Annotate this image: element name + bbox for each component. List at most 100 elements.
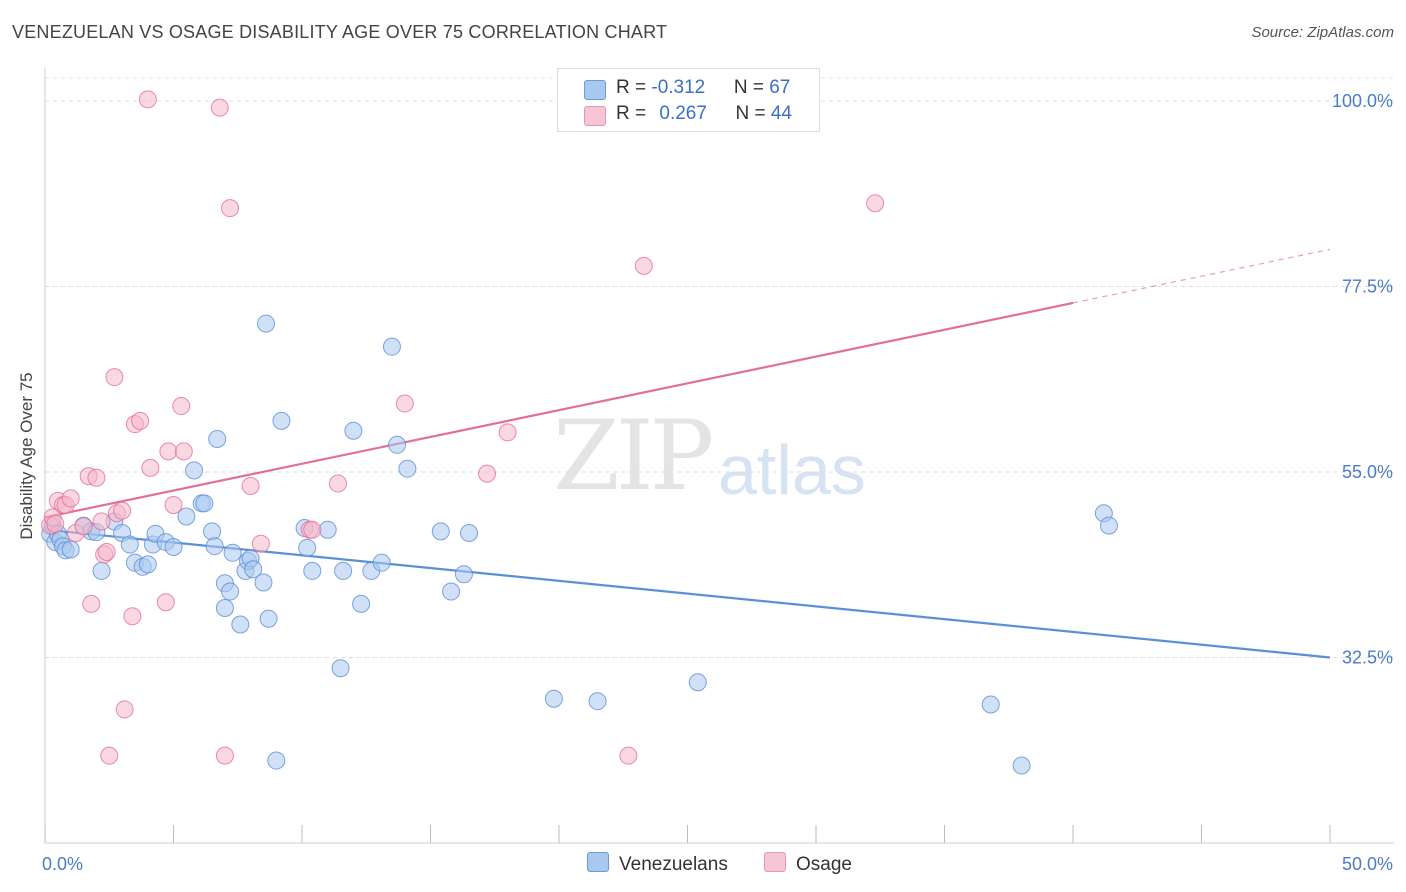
osage-point: [123, 607, 142, 626]
venezuelan-point: [588, 692, 607, 711]
y-tick-label: 77.5%: [1342, 276, 1393, 296]
venezuelan-point: [231, 615, 250, 634]
legend-n-label: N =: [733, 77, 770, 98]
bottom-legend-label: Venezuelans: [619, 854, 728, 875]
osage-point: [138, 90, 157, 109]
osage-point: [215, 746, 234, 765]
venezuelan-point: [61, 540, 80, 559]
osage-point: [634, 256, 653, 275]
osage-point: [395, 394, 414, 413]
legend-r-label: R =: [616, 103, 652, 124]
venezuelan-point: [398, 459, 417, 478]
venezuelan-point: [431, 522, 450, 541]
venezuelan-point: [454, 565, 473, 584]
correlation-legend: R = -0.312 N = 67 R = 0.267 N = 44: [557, 68, 820, 132]
osage-point: [87, 468, 106, 487]
osage-point: [97, 542, 116, 561]
venezuelan-point: [203, 522, 222, 541]
venezuelan-point: [331, 659, 350, 678]
legend-n-label: N =: [735, 103, 771, 124]
osage-point: [328, 474, 347, 493]
venezuelan-point: [267, 751, 286, 770]
bottom-legend-swatch-osage: [764, 852, 786, 872]
venezuelan-point: [208, 430, 227, 449]
legend-swatch-venezuelans: [584, 80, 606, 100]
osage-point: [498, 423, 517, 442]
bottom-legend-venezuelans: Venezuelans: [587, 852, 728, 876]
y-tick-label: 32.5%: [1342, 647, 1393, 667]
bottom-legend-swatch-venezuelans: [587, 852, 609, 872]
osage-point: [156, 593, 175, 612]
osage-point: [82, 594, 101, 613]
venezuelan-point: [388, 435, 407, 454]
y-axis-label: Disability Age Over 75: [17, 372, 36, 539]
venezuelan-point: [352, 594, 371, 613]
osage-point: [100, 746, 119, 765]
venezuelan-point: [460, 524, 479, 542]
venezuelan-point: [334, 561, 353, 580]
osage-point: [251, 534, 270, 553]
venezuelan-point: [1012, 756, 1031, 775]
bottom-legend-osage: Osage: [764, 852, 852, 876]
venezuelan-point: [195, 494, 214, 513]
venezuelan-point: [185, 461, 204, 480]
bottom-legend-label: Osage: [796, 854, 852, 875]
osage-point: [61, 489, 80, 508]
chart-source: Source: ZipAtlas.com: [1251, 24, 1394, 41]
osage-point: [619, 746, 638, 765]
venezuelan-point: [382, 337, 401, 356]
venezuelan-point: [221, 582, 240, 601]
osage-point: [113, 501, 132, 520]
osage-point: [164, 495, 183, 514]
venezuelan-point: [257, 314, 276, 333]
venezuelan-point: [120, 535, 139, 554]
trend-lines: [44, 248, 1331, 659]
venezuelan-point: [1099, 516, 1118, 535]
venezuelan-point: [544, 689, 563, 708]
legend-r-value: 0.267: [659, 103, 707, 124]
legend-n-value: 44: [770, 103, 792, 124]
x-tick-label: 50.0%: [1342, 854, 1393, 874]
osage-trend-extrapolation: [1072, 248, 1331, 304]
osage-point: [74, 517, 93, 536]
osage-point: [105, 368, 124, 387]
legend-r-value: -0.312: [651, 77, 706, 98]
y-tick-label: 100.0%: [1332, 91, 1393, 111]
venezuelan-point: [298, 538, 317, 557]
x-tick-label: 0.0%: [42, 854, 83, 874]
osage-point: [221, 199, 240, 218]
osage-point: [159, 442, 178, 461]
venezuelan-point: [272, 411, 291, 430]
venezuelan-point: [205, 537, 224, 556]
venezuelan-point: [223, 543, 242, 562]
osage-point: [866, 194, 885, 213]
venezuelan-point: [303, 561, 322, 580]
venezuelan-point: [981, 695, 1000, 714]
venezuelan-point: [254, 573, 273, 592]
osage-point: [131, 411, 150, 430]
osage-point: [172, 397, 191, 416]
osage-point: [210, 98, 229, 117]
osage-point: [46, 514, 65, 533]
venezuelan-point: [372, 553, 391, 572]
legend-swatch-osage: [584, 106, 606, 126]
venezuelan-point: [138, 555, 157, 574]
chart-title: VENEZUELAN VS OSAGE DISABILITY AGE OVER …: [12, 22, 668, 42]
y-tick-label: 55.0%: [1342, 462, 1393, 482]
venezuelan-point: [442, 582, 461, 601]
osage-point: [478, 464, 497, 483]
osage-point: [115, 700, 134, 719]
legend-r-label: R =: [616, 77, 652, 98]
venezuelan-point: [688, 673, 707, 692]
venezuelan-point: [92, 561, 111, 580]
venezuelan-point: [215, 599, 234, 618]
osage-trend-line: [44, 301, 1074, 519]
tick-labels: 32.5% 55.0% 77.5% 100.0% 0.0% 50.0% Disability…: [17, 91, 1393, 874]
venezuelan-point: [164, 538, 183, 557]
osage-point: [303, 520, 322, 539]
venezuelan-point: [344, 421, 363, 440]
osage-point: [241, 477, 260, 496]
venezuelan-point: [259, 609, 278, 628]
axes: [44, 68, 1394, 844]
